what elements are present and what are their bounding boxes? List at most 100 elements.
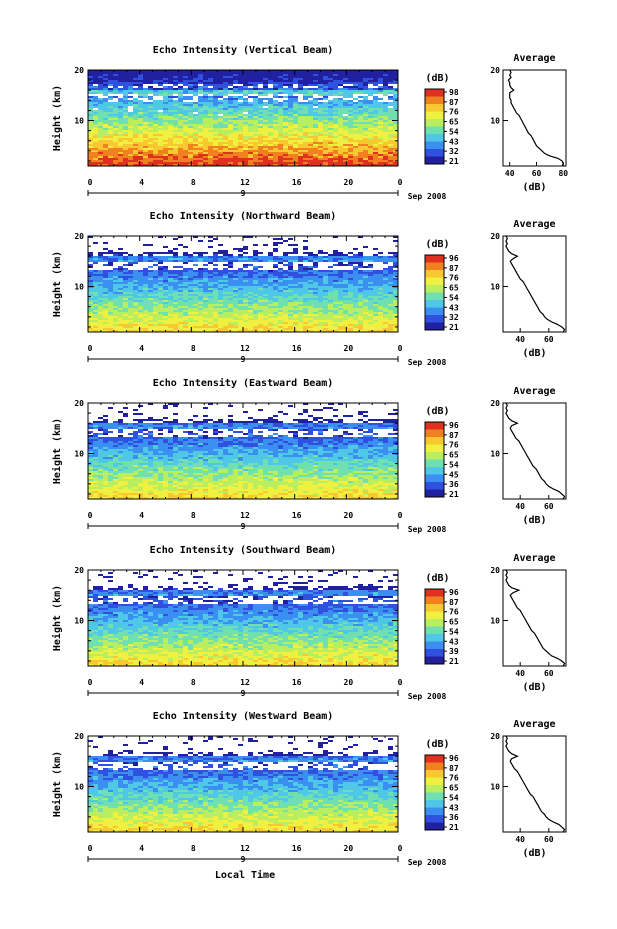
colorbar-unit-label: (dB) (425, 573, 449, 584)
colorbar-segment (425, 482, 444, 490)
colorbar-tick-label: 76 (449, 274, 459, 283)
colorbar-tick-label: 32 (449, 313, 459, 322)
colorbar-tick-label: 36 (449, 480, 459, 489)
colorbar-segment (425, 634, 444, 642)
profile-x-tick-label: 60 (544, 335, 554, 344)
x-tick-label: 0 (88, 844, 93, 853)
x-tick-label: 8 (191, 844, 196, 853)
colorbar-segment (425, 807, 444, 816)
profile-x-tick-label: 80 (558, 169, 568, 178)
profile-y-tick-label: 10 (490, 450, 500, 459)
colorbar-tick-label: 54 (449, 293, 459, 302)
panel-title: Echo Intensity (Southward Beam) (150, 544, 337, 556)
profile-x-tick-label: 40 (505, 169, 515, 178)
colorbar-segment (425, 822, 444, 831)
y-tick-label: 10 (74, 450, 84, 459)
colorbar-segment (425, 292, 444, 301)
colorbar-tick-label: 21 (449, 490, 459, 499)
colorbar-tick-label: 87 (449, 764, 459, 773)
colorbar-segment (425, 300, 444, 308)
colorbar-segment (425, 604, 444, 612)
x-tick-label: 16 (292, 511, 302, 520)
x-tick-label: 4 (139, 511, 144, 520)
colorbar-segment (425, 474, 444, 483)
profile-x-tick-label: 60 (544, 502, 554, 511)
y-axis-label: Height (km) (51, 418, 63, 484)
colorbar-frame (424, 588, 445, 665)
colorbar-tick-label: 45 (449, 470, 459, 479)
x-tick-label: 12 (240, 344, 250, 353)
colorbar-frame (424, 88, 445, 165)
colorbar-unit-label: (dB) (425, 239, 449, 250)
colorbar-unit-label: (dB) (425, 406, 449, 417)
profile-x-tick-label: 60 (544, 669, 554, 678)
colorbar-segment (425, 119, 444, 127)
heatmap-cells (88, 403, 398, 499)
colorbar-tick-label: 21 (449, 323, 459, 332)
colorbar-segment (425, 111, 444, 120)
heatmap-cells (88, 736, 398, 832)
colorbar-tick-label: 39 (449, 647, 459, 656)
colorbar-segment (425, 262, 444, 271)
colorbar-tick-label: 32 (449, 147, 459, 156)
colorbar-tick-label: 65 (449, 784, 459, 793)
colorbar-tick-label: 54 (449, 627, 459, 636)
colorbar-segment (425, 589, 444, 597)
colorbar-segment (425, 134, 444, 142)
y-axis-label: Height (km) (51, 85, 63, 151)
date-label: Sep 2008 (408, 192, 447, 201)
profile-frame (502, 69, 567, 167)
colorbar-tick-label: 96 (449, 754, 459, 763)
colorbar-segment (425, 489, 444, 498)
colorbar-tick-label: 98 (449, 88, 459, 97)
colorbar-unit-label: (dB) (425, 739, 449, 750)
colorbar-segment (425, 467, 444, 475)
profile-y-tick-label: 20 (490, 399, 500, 408)
colorbar-tick-label: 87 (449, 431, 459, 440)
profile-line (505, 235, 566, 333)
colorbar-frame (424, 754, 445, 831)
colorbar-tick-label: 96 (449, 421, 459, 430)
colorbar-segment (425, 141, 444, 150)
colorbar-tick-label: 65 (449, 618, 459, 627)
profile-line (507, 69, 564, 167)
panel-2: Echo Intensity (Eastward Beam) 20 10 Height… (51, 377, 567, 534)
x-tick-label: 8 (191, 178, 196, 187)
x-tick-label: 0 (88, 178, 93, 187)
profile-title: Average (513, 53, 555, 64)
colorbar-segment (425, 322, 444, 331)
colorbar-segment (425, 611, 444, 620)
y-tick-label: 20 (74, 732, 84, 741)
colorbar-segment (425, 800, 444, 808)
x-tick-label: 0 (398, 511, 403, 520)
x-tick-label: 4 (139, 844, 144, 853)
colorbar-segment (425, 762, 444, 771)
colorbar-segment (425, 89, 444, 97)
x-tick-label: 16 (292, 844, 302, 853)
day-label: 9 (241, 355, 246, 364)
colorbar-tick-label: 96 (449, 254, 459, 263)
x-tick-label: 16 (292, 178, 302, 187)
colorbar-segment (425, 777, 444, 786)
profile-y-tick-label: 10 (490, 117, 500, 126)
y-tick-label: 20 (74, 66, 84, 75)
colorbar-segment (425, 619, 444, 627)
colorbar-tick-label: 76 (449, 108, 459, 117)
profile-x-label: (dB) (522, 848, 546, 859)
x-tick-label: 8 (191, 511, 196, 520)
panel-4: Echo Intensity (Westward Beam) 20 10 Height… (51, 710, 567, 867)
x-tick-label: 12 (240, 511, 250, 520)
colorbar-tick-label: 54 (449, 793, 459, 802)
colorbar-tick-label: 76 (449, 441, 459, 450)
x-tick-label: 20 (344, 178, 354, 187)
colorbar-tick-label: 76 (449, 774, 459, 783)
panel-1: Echo Intensity (Northward Beam) 20 10 Heigh… (51, 210, 567, 367)
profile-frame (502, 402, 567, 500)
panel-3: Echo Intensity (Southward Beam) 20 10 Heigh… (51, 544, 567, 701)
colorbar-segment (425, 459, 444, 468)
colorbar-segment (425, 452, 444, 460)
x-tick-label: 8 (191, 678, 196, 687)
y-tick-label: 10 (74, 783, 84, 792)
colorbar-segment (425, 792, 444, 801)
colorbar-segment (425, 429, 444, 438)
